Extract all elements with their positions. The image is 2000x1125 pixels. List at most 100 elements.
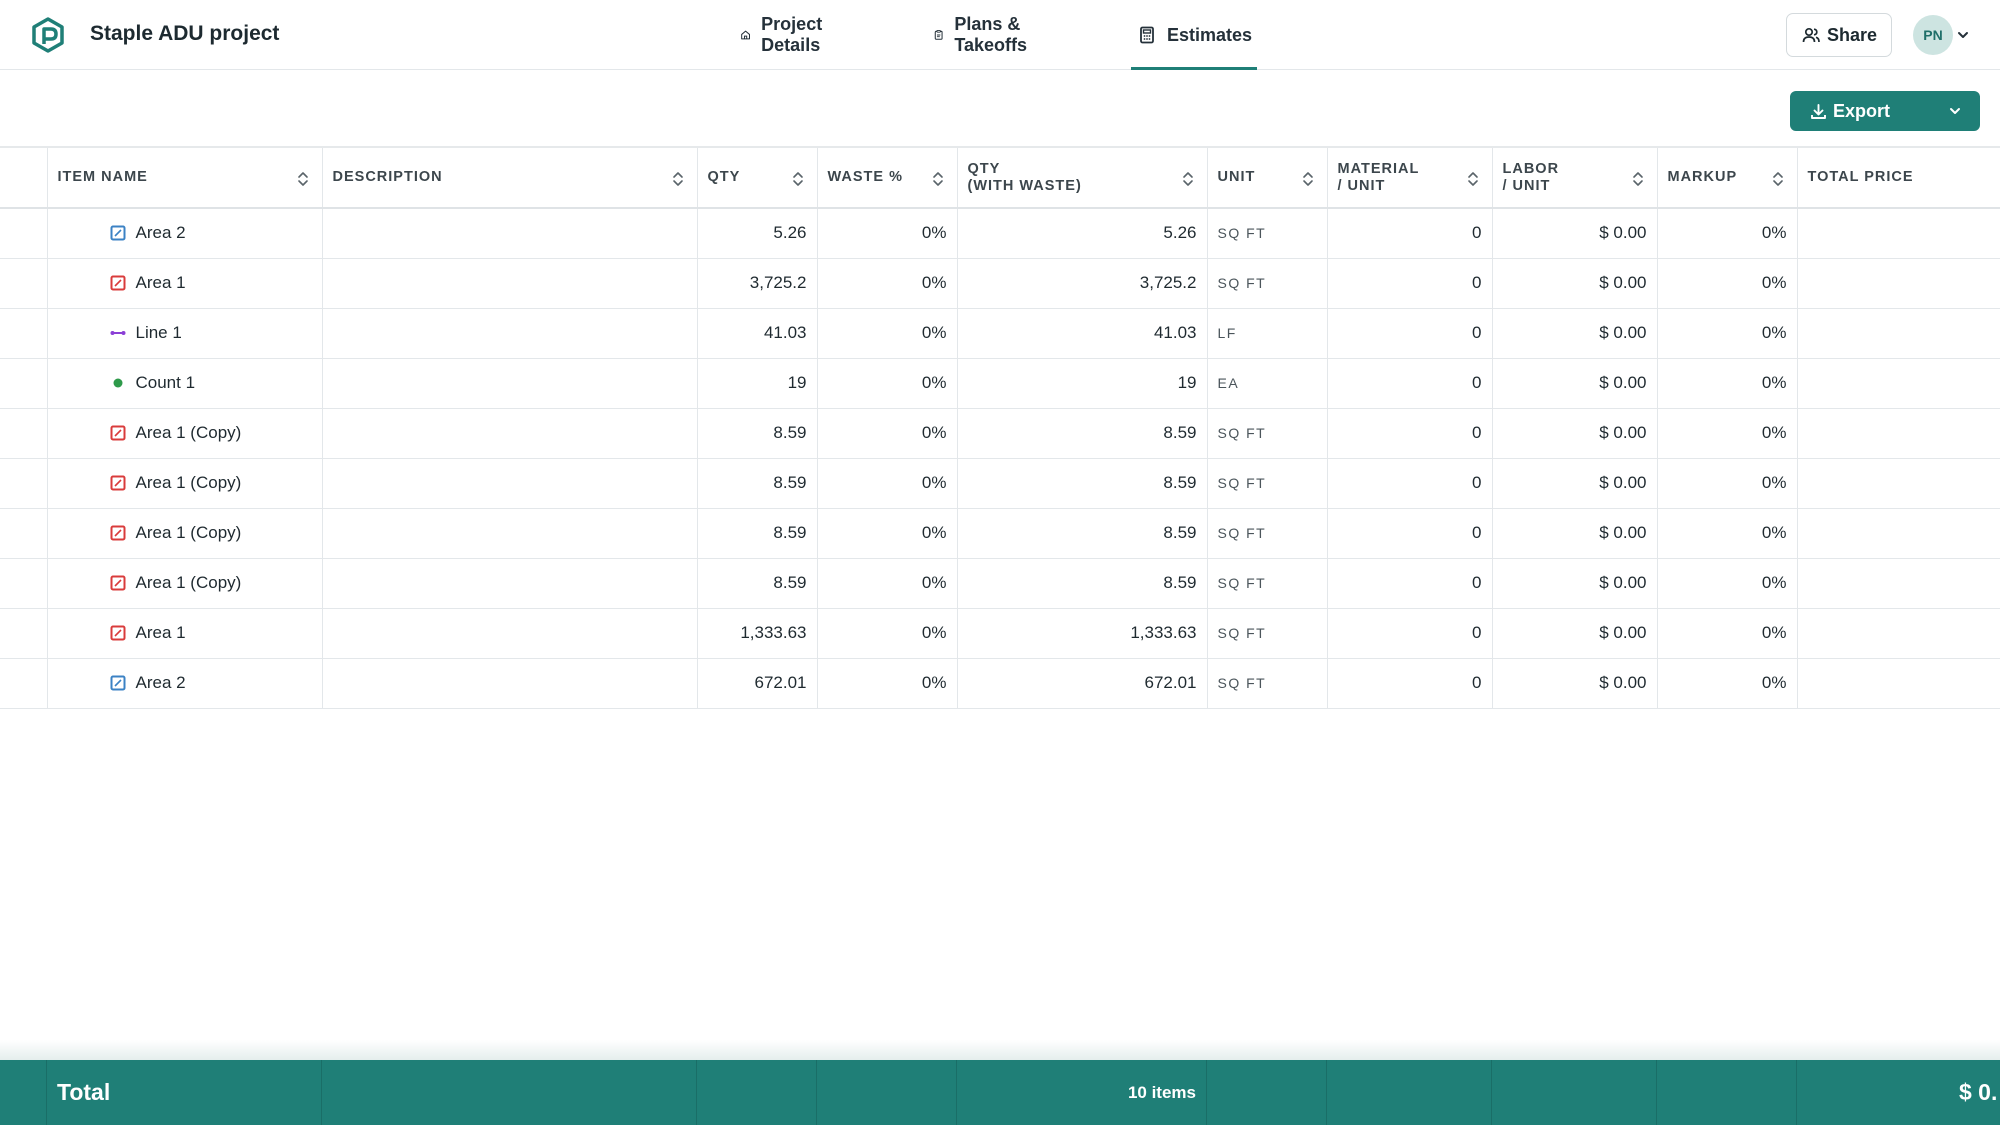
material-per-unit-cell[interactable]: 0 xyxy=(1327,658,1493,709)
avatar[interactable]: PN xyxy=(1913,15,1953,55)
row-handle[interactable] xyxy=(0,408,48,459)
item-name-cell[interactable]: Area 1 (Copy) xyxy=(47,558,323,609)
material-per-unit-cell[interactable]: 0 xyxy=(1327,308,1493,359)
labor-per-unit-cell[interactable]: $ 0.00 xyxy=(1492,408,1658,459)
qty-cell[interactable]: 19 xyxy=(697,358,818,409)
sort-icon[interactable] xyxy=(1181,170,1195,188)
qty-cell[interactable]: 672.01 xyxy=(697,658,818,709)
table-row[interactable]: Area 1 (Copy) 8.59 0% 8.59 SQ FT 0 $ 0.00 0% xyxy=(0,508,2000,559)
waste-cell[interactable]: 0% xyxy=(817,608,958,659)
waste-cell[interactable]: 0% xyxy=(817,208,958,259)
column-header-qty-with-waste[interactable]: QTY (WITH WASTE) xyxy=(957,148,1208,209)
markup-cell[interactable]: 0% xyxy=(1657,458,1798,509)
unit-cell[interactable]: SQ FT xyxy=(1207,408,1328,459)
material-per-unit-cell[interactable]: 0 xyxy=(1327,508,1493,559)
material-per-unit-cell[interactable]: 0 xyxy=(1327,208,1493,259)
row-handle[interactable] xyxy=(0,208,48,259)
item-name-cell[interactable]: Area 1 xyxy=(47,258,323,309)
row-handle[interactable] xyxy=(0,608,48,659)
description-cell[interactable] xyxy=(322,308,698,359)
row-handle[interactable] xyxy=(0,308,48,359)
qty-cell[interactable]: 41.03 xyxy=(697,308,818,359)
material-per-unit-cell[interactable]: 0 xyxy=(1327,558,1493,609)
sort-icon[interactable] xyxy=(931,170,945,188)
waste-cell[interactable]: 0% xyxy=(817,558,958,609)
description-cell[interactable] xyxy=(322,358,698,409)
sort-icon[interactable] xyxy=(1301,170,1315,188)
unit-cell[interactable]: SQ FT xyxy=(1207,208,1328,259)
labor-per-unit-cell[interactable]: $ 0.00 xyxy=(1492,208,1658,259)
unit-cell[interactable]: SQ FT xyxy=(1207,458,1328,509)
column-header-waste[interactable]: WASTE % xyxy=(817,148,958,209)
waste-cell[interactable]: 0% xyxy=(817,308,958,359)
share-button[interactable]: Share xyxy=(1786,13,1892,57)
markup-cell[interactable]: 0% xyxy=(1657,558,1798,609)
markup-cell[interactable]: 0% xyxy=(1657,608,1798,659)
tab-project-details[interactable]: Project Details xyxy=(740,0,831,70)
unit-cell[interactable]: SQ FT xyxy=(1207,258,1328,309)
waste-cell[interactable]: 0% xyxy=(817,458,958,509)
table-row[interactable]: Area 2 5.26 0% 5.26 SQ FT 0 $ 0.00 0% xyxy=(0,208,2000,259)
labor-per-unit-cell[interactable]: $ 0.00 xyxy=(1492,608,1658,659)
unit-cell[interactable]: LF xyxy=(1207,308,1328,359)
sort-icon[interactable] xyxy=(1771,170,1785,188)
column-header-unit[interactable]: UNIT xyxy=(1207,148,1328,209)
material-per-unit-cell[interactable]: 0 xyxy=(1327,408,1493,459)
qty-cell[interactable]: 8.59 xyxy=(697,558,818,609)
waste-cell[interactable]: 0% xyxy=(817,508,958,559)
chevron-down-icon[interactable] xyxy=(1956,28,1970,42)
labor-per-unit-cell[interactable]: $ 0.00 xyxy=(1492,458,1658,509)
material-per-unit-cell[interactable]: 0 xyxy=(1327,258,1493,309)
labor-per-unit-cell[interactable]: $ 0.00 xyxy=(1492,358,1658,409)
row-handle[interactable] xyxy=(0,558,48,609)
material-per-unit-cell[interactable]: 0 xyxy=(1327,458,1493,509)
waste-cell[interactable]: 0% xyxy=(817,358,958,409)
markup-cell[interactable]: 0% xyxy=(1657,258,1798,309)
app-logo-icon[interactable] xyxy=(30,17,66,53)
unit-cell[interactable]: EA xyxy=(1207,358,1328,409)
description-cell[interactable] xyxy=(322,658,698,709)
labor-per-unit-cell[interactable]: $ 0.00 xyxy=(1492,258,1658,309)
column-header-description[interactable]: DESCRIPTION xyxy=(322,148,698,209)
labor-per-unit-cell[interactable]: $ 0.00 xyxy=(1492,508,1658,559)
item-name-cell[interactable]: Area 1 (Copy) xyxy=(47,508,323,559)
table-row[interactable]: Area 1 3,725.2 0% 3,725.2 SQ FT 0 $ 0.00 0% xyxy=(0,258,2000,309)
column-header-labor-per-unit[interactable]: LABOR / UNIT xyxy=(1492,148,1658,209)
table-row[interactable]: Line 1 41.03 0% 41.03 LF 0 $ 0.00 0% xyxy=(0,308,2000,359)
sort-icon[interactable] xyxy=(296,170,310,188)
labor-per-unit-cell[interactable]: $ 0.00 xyxy=(1492,308,1658,359)
markup-cell[interactable]: 0% xyxy=(1657,508,1798,559)
qty-cell[interactable]: 8.59 xyxy=(697,458,818,509)
item-name-cell[interactable]: Line 1 xyxy=(47,308,323,359)
column-header-qty[interactable]: QTY xyxy=(697,148,818,209)
markup-cell[interactable]: 0% xyxy=(1657,658,1798,709)
item-name-cell[interactable]: Area 2 xyxy=(47,208,323,259)
waste-cell[interactable]: 0% xyxy=(817,658,958,709)
column-header-markup[interactable]: MARKUP xyxy=(1657,148,1798,209)
markup-cell[interactable]: 0% xyxy=(1657,308,1798,359)
markup-cell[interactable]: 0% xyxy=(1657,358,1798,409)
sort-icon[interactable] xyxy=(791,170,805,188)
qty-cell[interactable]: 8.59 xyxy=(697,508,818,559)
item-name-cell[interactable]: Area 2 xyxy=(47,658,323,709)
description-cell[interactable] xyxy=(322,258,698,309)
unit-cell[interactable]: SQ FT xyxy=(1207,508,1328,559)
waste-cell[interactable]: 0% xyxy=(817,408,958,459)
labor-per-unit-cell[interactable]: $ 0.00 xyxy=(1492,658,1658,709)
qty-cell[interactable]: 5.26 xyxy=(697,208,818,259)
sort-icon[interactable] xyxy=(1466,170,1480,188)
markup-cell[interactable]: 0% xyxy=(1657,408,1798,459)
item-name-cell[interactable]: Count 1 xyxy=(47,358,323,409)
description-cell[interactable] xyxy=(322,408,698,459)
item-name-cell[interactable]: Area 1 (Copy) xyxy=(47,408,323,459)
qty-cell[interactable]: 8.59 xyxy=(697,408,818,459)
unit-cell[interactable]: SQ FT xyxy=(1207,608,1328,659)
description-cell[interactable] xyxy=(322,208,698,259)
labor-per-unit-cell[interactable]: $ 0.00 xyxy=(1492,558,1658,609)
tab-estimates[interactable]: Estimates xyxy=(1131,0,1258,70)
description-cell[interactable] xyxy=(322,458,698,509)
row-handle[interactable] xyxy=(0,508,48,559)
table-row[interactable]: Area 1 (Copy) 8.59 0% 8.59 SQ FT 0 $ 0.00 0% xyxy=(0,458,2000,509)
qty-cell[interactable]: 3,725.2 xyxy=(697,258,818,309)
material-per-unit-cell[interactable]: 0 xyxy=(1327,608,1493,659)
